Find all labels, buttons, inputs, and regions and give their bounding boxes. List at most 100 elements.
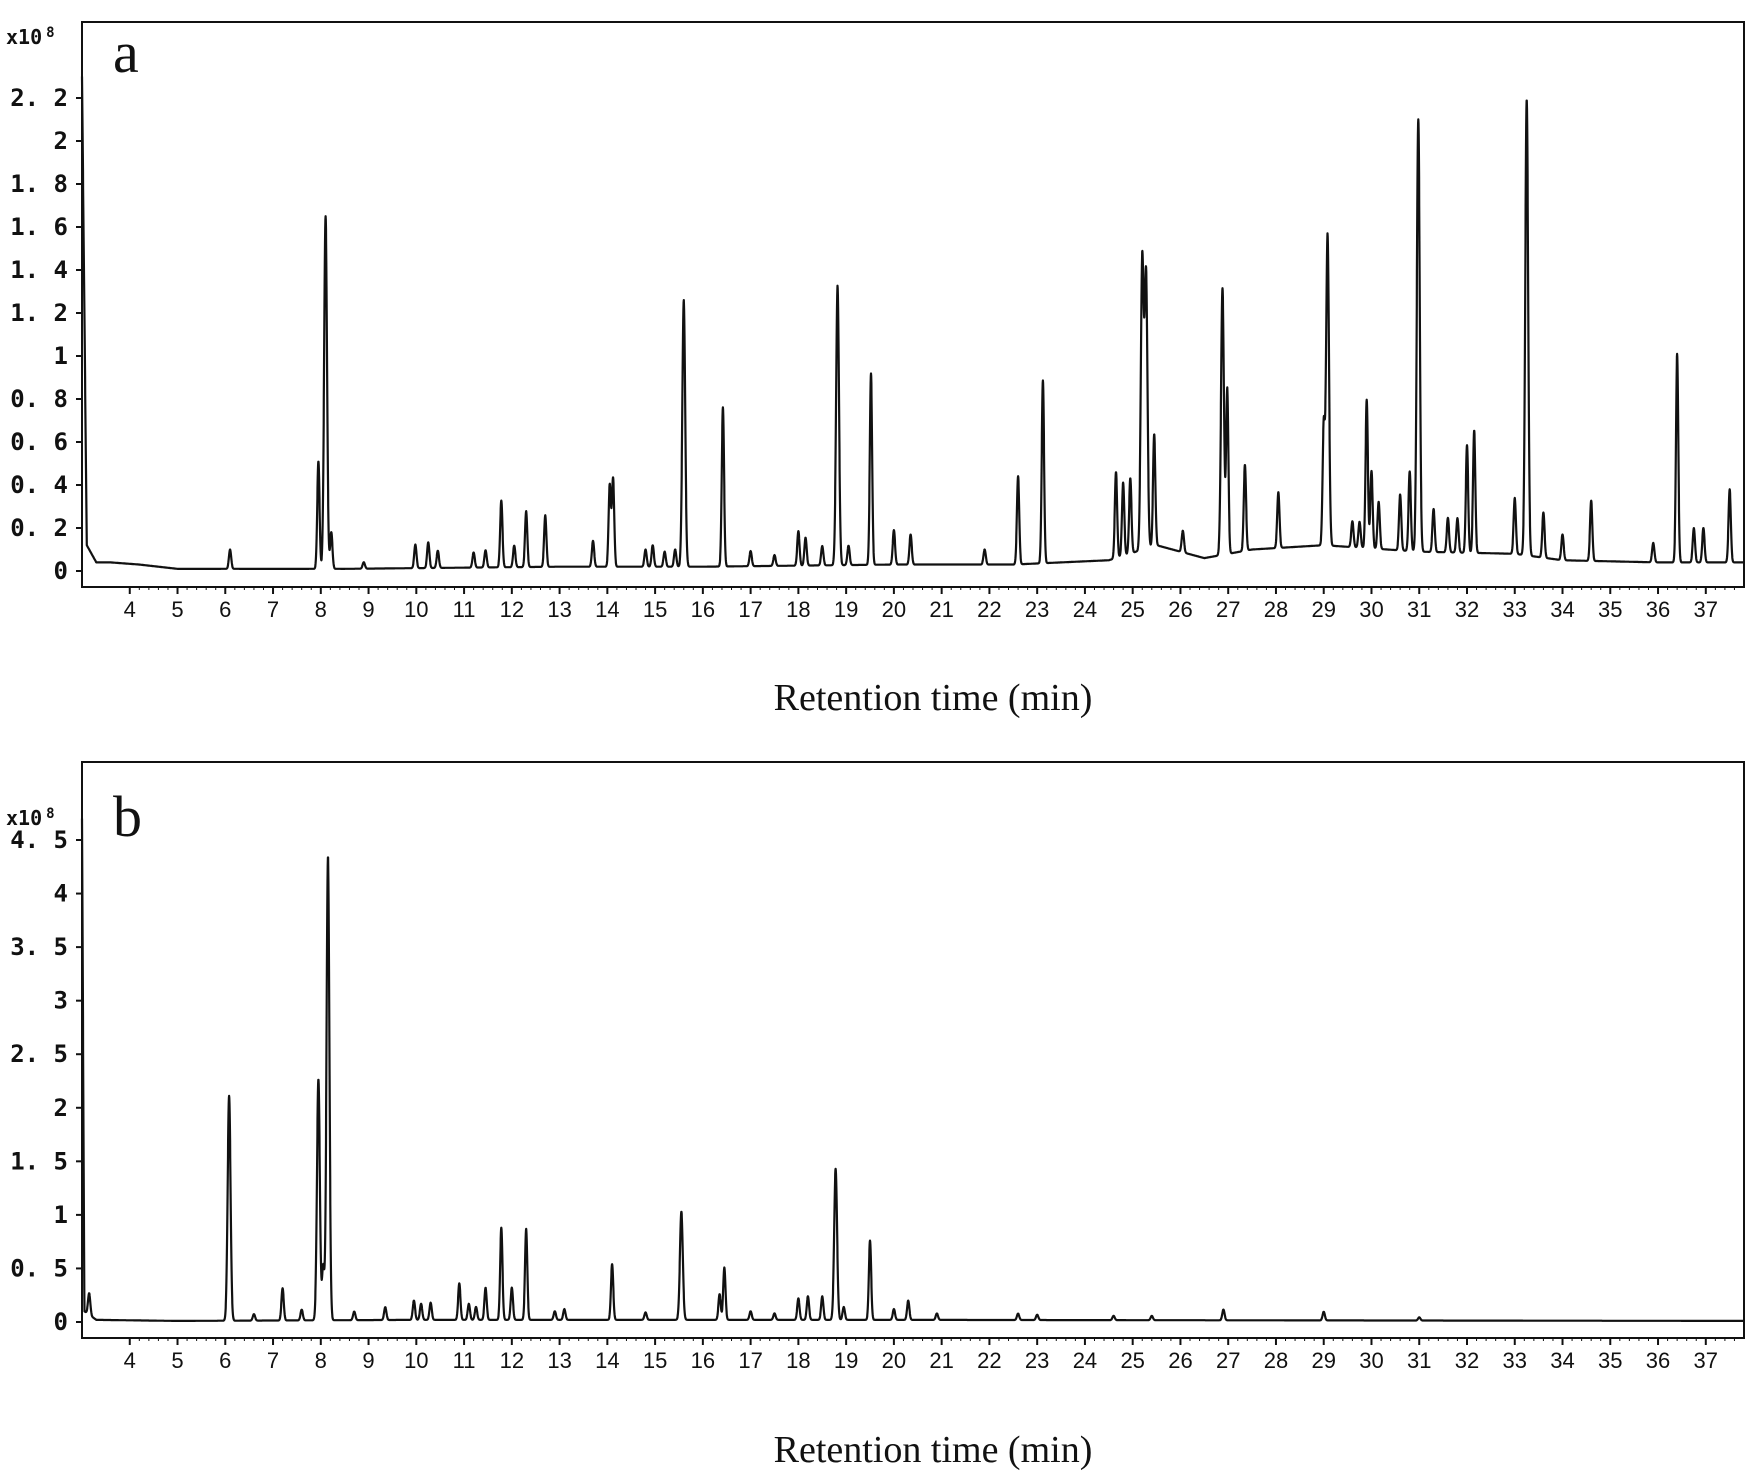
chromatogram-trace-b bbox=[80, 818, 1745, 1322]
x-tick-label: 36 bbox=[1646, 1348, 1670, 1373]
x-tick-label: 10 bbox=[404, 1348, 428, 1373]
x-tick-label: 28 bbox=[1264, 1348, 1288, 1373]
x-tick-label: 5 bbox=[171, 1348, 183, 1373]
x-tick-label: 8 bbox=[315, 1348, 327, 1373]
y-tick-label: 1. 5 bbox=[10, 1147, 68, 1175]
x-tick-label: 33 bbox=[1503, 597, 1527, 622]
x-tick-label: 16 bbox=[691, 1348, 715, 1373]
x-tick-label: 10 bbox=[404, 597, 428, 622]
x-tick-label: 17 bbox=[738, 597, 762, 622]
x-tick-label: 21 bbox=[929, 1348, 953, 1373]
x-tick-label: 17 bbox=[738, 1348, 762, 1373]
x-tick-label: 27 bbox=[1216, 1348, 1240, 1373]
y-tick-label: 0. 8 bbox=[10, 385, 68, 413]
x-tick-label: 29 bbox=[1311, 597, 1335, 622]
x-tick-label: 16 bbox=[691, 597, 715, 622]
x-tick-label: 32 bbox=[1455, 1348, 1479, 1373]
x-tick-label: 4 bbox=[124, 597, 136, 622]
x-tick-label: 33 bbox=[1503, 1348, 1527, 1373]
x-tick-label: 6 bbox=[219, 597, 231, 622]
panel-label-b: b bbox=[113, 784, 142, 849]
x-tick-label: 5 bbox=[171, 597, 183, 622]
x-tick-label: 15 bbox=[643, 1348, 667, 1373]
x-tick-label: 18 bbox=[786, 597, 810, 622]
x-tick-label: 24 bbox=[1073, 1348, 1097, 1373]
x-tick-label: 13 bbox=[547, 1348, 571, 1373]
x-tick-label: 35 bbox=[1598, 1348, 1622, 1373]
y-tick-label: 1. 4 bbox=[10, 256, 68, 284]
x-tick-label: 22 bbox=[977, 597, 1001, 622]
x-tick-label: 20 bbox=[882, 1348, 906, 1373]
x-tick-label: 4 bbox=[124, 1348, 136, 1373]
y-tick-label: 3. 5 bbox=[10, 933, 68, 961]
y-tick-label: 0. 6 bbox=[10, 428, 68, 456]
x-tick-label: 20 bbox=[882, 597, 906, 622]
y-tick-label: 2 bbox=[54, 127, 68, 155]
x-tick-label: 25 bbox=[1120, 1348, 1144, 1373]
x-tick-label: 37 bbox=[1694, 597, 1718, 622]
x-tick-label: 7 bbox=[267, 1348, 279, 1373]
x-tick-label: 23 bbox=[1025, 597, 1049, 622]
y-tick-label: 1 bbox=[54, 1201, 68, 1229]
x-tick-label: 28 bbox=[1264, 597, 1288, 622]
y-tick-label: 2. 5 bbox=[10, 1040, 68, 1068]
x-tick-label: 14 bbox=[595, 597, 619, 622]
y-tick-label: 4. 5 bbox=[10, 826, 68, 854]
x-tick-label: 12 bbox=[500, 597, 524, 622]
chromatogram-trace-a bbox=[80, 76, 1745, 570]
y-tick-label: 0 bbox=[54, 557, 68, 585]
x-tick-label: 22 bbox=[977, 1348, 1001, 1373]
x-tick-label: 29 bbox=[1311, 1348, 1335, 1373]
x-tick-label: 11 bbox=[453, 597, 476, 622]
x-tick-label: 13 bbox=[547, 597, 571, 622]
panel-b: x10 8 b Retention time (min) 0 0. 5 1 1. 5 22… bbox=[6, 761, 1745, 1471]
panel-a: x10 8 a Retention time (min) 0 0. 2 0. 4 0. … bbox=[6, 20, 1745, 719]
x-tick-label: 26 bbox=[1168, 597, 1192, 622]
x-tick-label: 35 bbox=[1598, 597, 1622, 622]
x-tick-label: 34 bbox=[1550, 1348, 1574, 1373]
x-tick-label: 32 bbox=[1455, 597, 1479, 622]
x-tick-label: 34 bbox=[1550, 597, 1574, 622]
x-tick-label: 19 bbox=[834, 597, 858, 622]
y-tick-label: 1. 8 bbox=[10, 170, 68, 198]
x-tick-label: 7 bbox=[267, 597, 279, 622]
y-unit-label-b: x10 8 bbox=[6, 806, 55, 830]
y-tick-label: 0. 2 bbox=[10, 514, 68, 542]
x-axis-label-b: Retention time (min) bbox=[774, 1429, 1093, 1471]
x-tick-label: 31 bbox=[1407, 597, 1431, 622]
x-tick-label: 12 bbox=[500, 1348, 524, 1373]
y-unit-label-a: x10 8 bbox=[6, 25, 55, 49]
x-tick-label: 9 bbox=[362, 597, 374, 622]
x-tick-label: 9 bbox=[362, 1348, 374, 1373]
y-tick-label: 0. 5 bbox=[10, 1254, 68, 1282]
x-tick-label: 19 bbox=[834, 1348, 858, 1373]
x-tick-label: 26 bbox=[1168, 1348, 1192, 1373]
x-tick-label: 23 bbox=[1025, 1348, 1049, 1373]
y-tick-label: 0 bbox=[54, 1308, 68, 1336]
plot-frame-a bbox=[81, 21, 1745, 588]
x-tick-label: 27 bbox=[1216, 597, 1240, 622]
y-tick-label: 1. 6 bbox=[10, 213, 68, 241]
x-tick-label: 6 bbox=[219, 1348, 231, 1373]
x-tick-label: 36 bbox=[1646, 597, 1670, 622]
y-tick-label: 4 bbox=[54, 880, 68, 908]
x-axis-label-a: Retention time (min) bbox=[774, 677, 1093, 719]
x-tick-label: 11 bbox=[453, 1348, 476, 1373]
y-tick-label: 1. 2 bbox=[10, 299, 68, 327]
x-tick-label: 14 bbox=[595, 1348, 619, 1373]
x-tick-label: 30 bbox=[1359, 1348, 1383, 1373]
x-tick-label: 37 bbox=[1694, 1348, 1718, 1373]
y-tick-label: 1 bbox=[54, 342, 68, 370]
y-tick-label: 0. 4 bbox=[10, 471, 68, 499]
x-tick-label: 31 bbox=[1407, 1348, 1431, 1373]
x-tick-label: 30 bbox=[1359, 597, 1383, 622]
x-tick-label: 18 bbox=[786, 1348, 810, 1373]
x-tick-label: 25 bbox=[1120, 597, 1144, 622]
x-tick-label: 24 bbox=[1073, 597, 1097, 622]
x-tick-label: 8 bbox=[315, 597, 327, 622]
y-tick-label: 3 bbox=[54, 987, 68, 1015]
x-tick-label: 15 bbox=[643, 597, 667, 622]
y-tick-label: 2. 2 bbox=[10, 84, 68, 112]
x-tick-label: 21 bbox=[929, 597, 953, 622]
